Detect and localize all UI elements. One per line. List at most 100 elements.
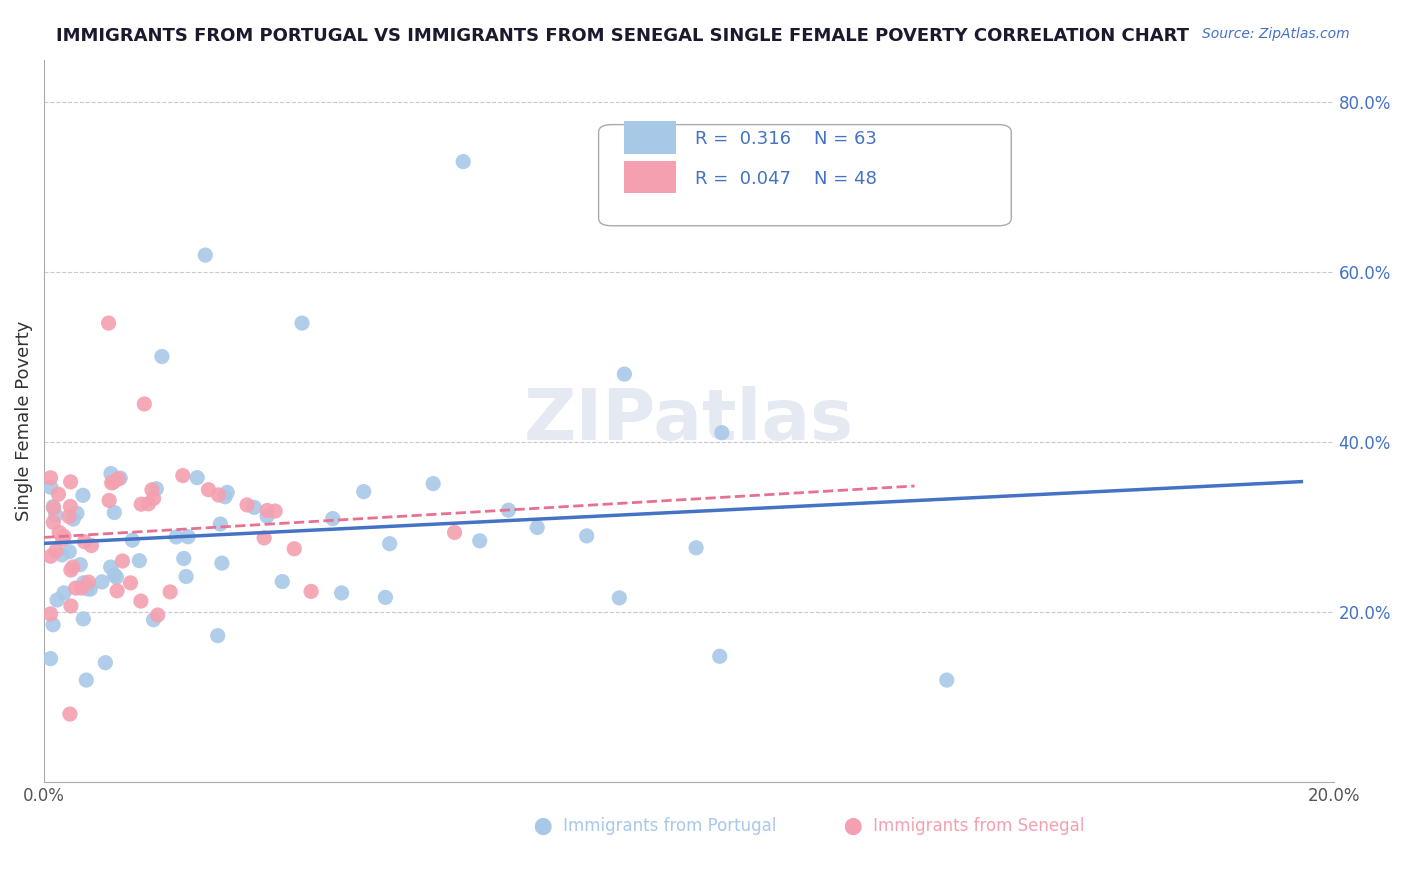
Point: [98, 493, 121, 508]
Point: [100, 467, 122, 481]
Point: [39, 651, 62, 665]
Point: [77, 575, 100, 590]
Point: [103, 475, 125, 489]
Point: [69, 558, 91, 572]
Point: [72, 488, 94, 502]
Point: [72, 612, 94, 626]
Point: [39, 480, 62, 494]
Text: ⬤  Immigrants from Senegal: ⬤ Immigrants from Senegal: [844, 816, 1084, 835]
Text: R =  0.316    N = 63: R = 0.316 N = 63: [696, 130, 877, 148]
Point: [42, 516, 65, 530]
Point: [73, 534, 96, 549]
Point: [575, 529, 598, 543]
Point: [142, 613, 165, 627]
Point: [526, 520, 548, 534]
Point: [105, 570, 128, 584]
Point: [378, 537, 401, 551]
Point: [613, 367, 636, 381]
Point: [468, 533, 491, 548]
Point: [59, 500, 82, 514]
Point: [256, 509, 278, 524]
Text: ⬤  Immigrants from Portugal: ⬤ Immigrants from Portugal: [534, 816, 776, 835]
Point: [91, 574, 114, 589]
Point: [374, 591, 396, 605]
Point: [58, 544, 80, 558]
Point: [45, 508, 67, 523]
Point: [105, 583, 128, 598]
Point: [443, 525, 465, 540]
Point: [66, 506, 89, 520]
Point: [62, 560, 84, 574]
Point: [94, 656, 117, 670]
Point: [710, 425, 733, 440]
Point: [110, 471, 132, 485]
Point: [236, 498, 259, 512]
Point: [39, 607, 62, 621]
Text: ZIPatlas: ZIPatlas: [524, 386, 853, 455]
Point: [48, 487, 70, 501]
Point: [134, 397, 156, 411]
Point: [46, 593, 69, 607]
Point: [129, 594, 152, 608]
FancyBboxPatch shape: [624, 161, 676, 194]
Point: [79, 582, 101, 596]
Text: R =  0.047    N = 48: R = 0.047 N = 48: [696, 169, 877, 188]
Point: [165, 530, 187, 544]
Point: [264, 504, 287, 518]
Point: [42, 500, 65, 514]
Point: [211, 556, 233, 570]
Y-axis label: Single Female Poverty: Single Female Poverty: [15, 320, 32, 521]
Point: [72, 575, 94, 590]
Point: [422, 476, 444, 491]
Point: [59, 475, 82, 489]
Point: [138, 497, 160, 511]
Point: [48, 525, 70, 540]
Point: [103, 567, 125, 582]
Point: [75, 673, 97, 687]
Point: [256, 503, 278, 517]
Point: [353, 484, 375, 499]
Point: [107, 472, 129, 486]
Point: [120, 575, 142, 590]
Point: [150, 350, 173, 364]
Point: [65, 581, 87, 595]
Text: Source: ZipAtlas.com: Source: ZipAtlas.com: [1202, 27, 1350, 41]
Point: [142, 491, 165, 506]
Point: [59, 599, 82, 613]
Point: [111, 554, 134, 568]
Point: [207, 488, 229, 502]
Point: [283, 541, 305, 556]
Point: [173, 551, 195, 566]
Point: [53, 586, 76, 600]
Point: [209, 516, 232, 531]
Point: [70, 581, 93, 595]
Point: [159, 585, 181, 599]
Point: [498, 503, 520, 517]
Point: [52, 532, 75, 546]
Point: [80, 539, 103, 553]
Point: [59, 563, 82, 577]
Point: [194, 248, 217, 262]
Point: [174, 569, 197, 583]
Point: [129, 497, 152, 511]
Point: [330, 586, 353, 600]
Point: [217, 485, 239, 500]
Point: [177, 530, 200, 544]
Point: [42, 500, 65, 515]
Point: [243, 500, 266, 515]
Point: [100, 560, 122, 574]
Point: [121, 533, 143, 548]
FancyBboxPatch shape: [599, 125, 1011, 226]
Point: [186, 470, 208, 484]
Point: [299, 584, 322, 599]
Point: [709, 649, 731, 664]
Point: [197, 483, 219, 497]
Point: [100, 475, 122, 490]
Point: [271, 574, 294, 589]
Point: [214, 490, 236, 504]
Point: [42, 617, 65, 632]
Point: [172, 468, 194, 483]
FancyBboxPatch shape: [624, 121, 676, 153]
Point: [97, 316, 120, 330]
Point: [207, 629, 229, 643]
